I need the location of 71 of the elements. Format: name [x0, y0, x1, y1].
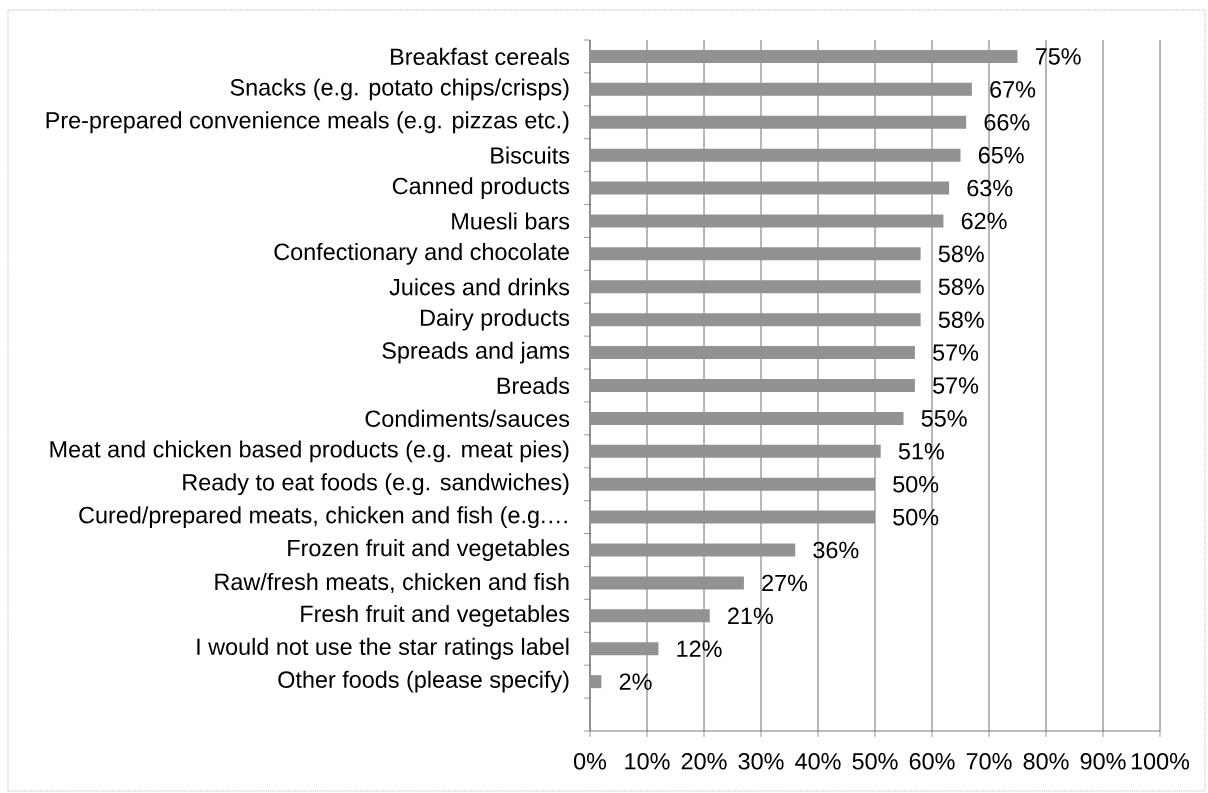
bar [590, 49, 1018, 63]
x-tick-label: 100% [1131, 753, 1190, 770]
bar [590, 378, 915, 392]
x-tick-label: 70% [966, 753, 1012, 770]
bar [590, 346, 915, 360]
y-tick-label: Pre-prepared convenience meals (e.g. pizzas etc.) [46, 111, 569, 134]
bar [590, 675, 602, 689]
data-label: 63% [967, 179, 1013, 197]
data-label: 58% [938, 311, 984, 328]
y-tick-label: I would not use the star ratings label [197, 637, 569, 660]
bar [590, 444, 881, 458]
data-label: 57% [933, 377, 979, 394]
y-tick-label: Snacks (e.g. potato chips/crisps) [230, 78, 569, 101]
data-label: 12% [677, 640, 722, 657]
data-label: 27% [762, 574, 808, 592]
y-tick-label: Muesli bars [452, 212, 570, 230]
x-tick-label: 60% [909, 753, 955, 770]
x-tick-label: 50% [852, 753, 898, 770]
data-label: 51% [898, 443, 944, 460]
x-tick-label: 30% [738, 753, 784, 770]
y-tick-label: Breads [497, 376, 570, 395]
data-label: 66% [984, 113, 1030, 131]
y-tick-label: Confectionary and chocolate [274, 242, 569, 265]
data-label: 57% [933, 344, 979, 361]
data-label: 55% [921, 410, 967, 427]
data-label: 2% [619, 673, 652, 690]
y-tick-label: Other foods (please specify) [278, 670, 569, 693]
y-tick-label: Dairy products [420, 308, 570, 331]
bar [590, 642, 659, 656]
bar [590, 115, 967, 129]
data-label: 67% [990, 81, 1036, 98]
y-tick-label: Breakfast cereals [391, 47, 570, 66]
data-label: 62% [961, 212, 1007, 230]
bar [590, 148, 961, 162]
y-tick-label: Ready to eat foods (e.g. sandwiches) [183, 473, 569, 496]
bar [590, 609, 710, 623]
x-tick-label: 80% [1023, 753, 1069, 770]
bar [590, 510, 876, 524]
x-tick-label: 20% [681, 753, 727, 770]
y-tick-label: Fresh fruit and vegetables [301, 604, 570, 627]
bar [590, 247, 921, 261]
y-tick-label: Canned products [392, 177, 570, 199]
data-label: 65% [978, 146, 1024, 164]
bar [590, 214, 944, 228]
x-tick-label: 90% [1080, 753, 1126, 770]
bar [590, 181, 950, 195]
bar [590, 543, 796, 557]
y-tick-label: Cured/prepared meats, chicken and fish (e.g.… [79, 506, 567, 529]
y-tick-label: Condiments/sauces [365, 409, 570, 427]
bar [590, 280, 921, 294]
y-tick-label: Meat and chicken based products (e.g. meat pies) [50, 440, 569, 463]
data-label: 50% [893, 475, 939, 493]
x-tick-label: 0% [574, 753, 607, 770]
bar [590, 313, 921, 327]
y-tick-label: Raw/fresh meats, chicken and fish [215, 572, 569, 593]
y-tick-label: Biscuits [491, 146, 570, 164]
data-label: 36% [813, 541, 859, 559]
y-tick-label: Frozen fruit and vegetables [288, 539, 570, 561]
y-tick-label: Spreads and jams [382, 341, 570, 364]
bar [590, 477, 876, 491]
data-label: 58% [938, 278, 984, 296]
data-label: 50% [893, 508, 939, 526]
bar [590, 82, 972, 96]
data-label: 21% [728, 607, 773, 625]
x-tick-label: 10% [625, 753, 670, 770]
bar [590, 411, 904, 425]
x-tick-label: 40% [795, 753, 841, 770]
data-label: 75% [1035, 48, 1081, 65]
y-tick-label: Juices and drinks [389, 278, 570, 296]
bar [590, 576, 744, 590]
data-label: 58% [938, 245, 984, 263]
